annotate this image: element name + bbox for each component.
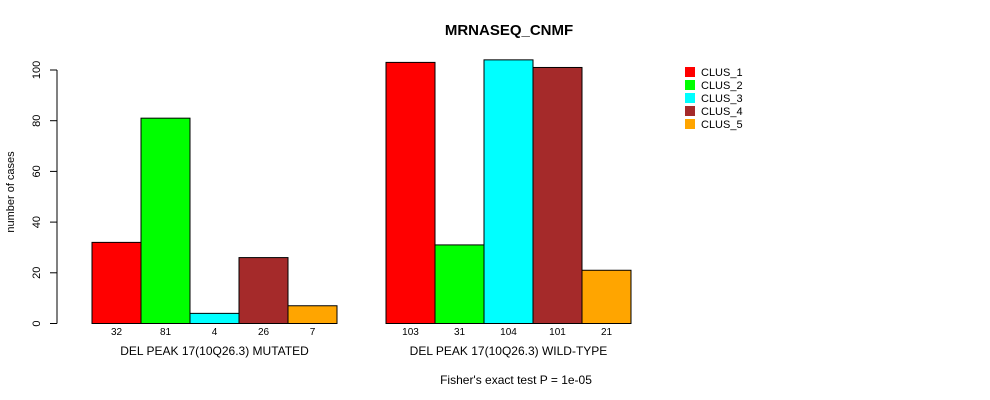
legend-swatch-clus_1 (685, 67, 695, 77)
y-axis: 0 20 40 60 80 100 (31, 61, 58, 327)
bar-clus_4-group-2 (532, 66, 583, 324)
legend-label-clus_1: CLUS_1 (701, 67, 743, 79)
legend-label-clus_2: CLUS_2 (701, 80, 743, 92)
bar-clus_5-group-1 (287, 305, 338, 325)
bar-clus_4-group-1 (238, 257, 289, 324)
bar-value-label: 31 (454, 327, 466, 338)
y-tick-label: 20 (31, 267, 43, 279)
legend-swatch-clus_3 (685, 93, 695, 103)
bar-clus_2-group-1 (140, 117, 191, 325)
value-labels: 32 81 4 26 7 103 31 104 101 21 (111, 327, 613, 338)
legend-label-clus_4: CLUS_4 (701, 106, 743, 118)
bar-value-label: 101 (549, 327, 566, 338)
footnote: Fisher's exact test P = 1e-05 (440, 373, 592, 387)
bar-value-label: 7 (310, 327, 316, 338)
bar-clus_2-group-2 (434, 244, 485, 324)
y-tick-label: 100 (31, 61, 43, 79)
bar-value-label: 21 (601, 327, 613, 338)
y-tick-label: 60 (31, 165, 43, 177)
bar-value-label: 104 (500, 327, 517, 338)
bar-clus_1-group-1 (91, 241, 142, 325)
legend-label-clus_3: CLUS_3 (701, 93, 743, 105)
legend-swatch-clus_5 (685, 119, 695, 129)
bar-value-label: 26 (258, 327, 270, 338)
bar-clus_3-group-2 (483, 59, 534, 325)
legend-swatch-clus_2 (685, 80, 695, 90)
y-tick-label: 0 (31, 320, 43, 326)
bar-clus_3-group-1 (189, 312, 240, 324)
y-axis-label: number of cases (5, 151, 17, 233)
y-tick-label: 80 (31, 115, 43, 127)
bar-clus_5-group-2 (581, 269, 632, 325)
bar-value-label: 81 (160, 327, 172, 338)
bar-value-label: 32 (111, 327, 123, 338)
legend-label-clus_5: CLUS_5 (701, 119, 743, 131)
bar-clus_1-group-2 (385, 61, 436, 325)
bar-value-label: 103 (402, 327, 419, 338)
group-label: DEL PEAK 17(10Q26.3) MUTATED (120, 344, 309, 358)
group-label: DEL PEAK 17(10Q26.3) WILD-TYPE (410, 344, 608, 358)
bars (91, 59, 632, 325)
y-tick-label: 40 (31, 216, 43, 228)
bar-value-label: 4 (212, 327, 218, 338)
chart-title: MRNASEQ_CNMF (445, 22, 573, 39)
group-labels: DEL PEAK 17(10Q26.3) MUTATED DEL PEAK 17(… (120, 344, 607, 358)
legend-swatch-clus_4 (685, 106, 695, 116)
